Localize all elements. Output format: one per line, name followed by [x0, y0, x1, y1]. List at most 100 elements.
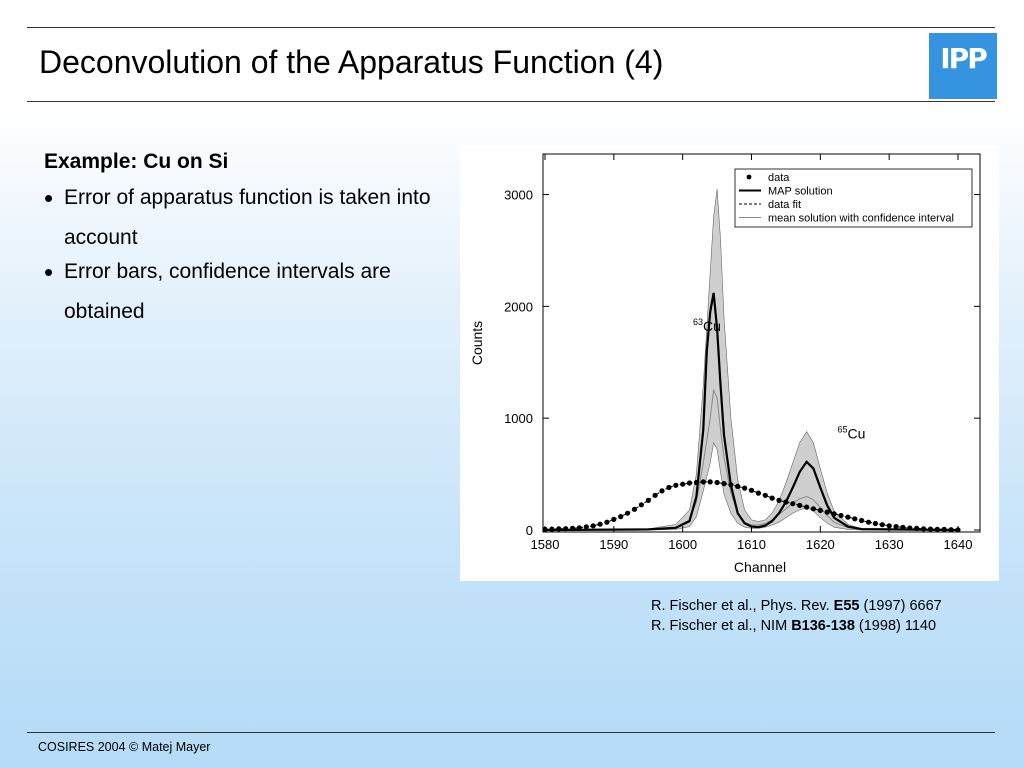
data-point	[728, 482, 734, 488]
data-point	[859, 517, 865, 524]
bullet-item: • Error of apparatus function is taken i…	[44, 178, 444, 258]
slide-title: Deconvolution of the Apparatus Function …	[39, 44, 664, 80]
bullet-dot-icon: •	[44, 257, 54, 287]
data-point	[927, 526, 934, 532]
data-point	[900, 524, 906, 530]
legend-entry: MAP solution	[768, 186, 833, 198]
data-point	[742, 485, 748, 491]
y-tick-label: 0	[526, 523, 533, 538]
data-point	[845, 514, 851, 520]
data-point	[659, 488, 665, 494]
data-point	[748, 487, 755, 493]
data-point	[583, 524, 589, 530]
data-point	[563, 526, 569, 532]
data-point	[686, 480, 693, 486]
data-point	[879, 522, 885, 528]
data-point	[625, 510, 631, 516]
data-point	[597, 521, 603, 527]
isotope-element: Cu	[703, 318, 721, 334]
isotope-element: Cu	[848, 425, 866, 441]
data-point	[776, 497, 782, 503]
legend-marker-data	[746, 174, 752, 180]
data-point	[693, 479, 699, 486]
data-point	[769, 495, 775, 501]
data-point	[673, 482, 679, 488]
map-solution-line	[544, 292, 959, 532]
data-point	[804, 504, 810, 510]
reference-1: R. Fischer et al., Phys. Rev. E55 (1997)…	[651, 598, 942, 614]
mean-solution-line	[544, 388, 959, 531]
line-layer	[544, 292, 959, 532]
tick-layer: 1580 1590 1600 1610 1620 1630 1640 0 1000 2000 300…	[504, 154, 980, 552]
reference-2: R. Fischer et al., NIM B136-138 (1998) 1…	[651, 618, 936, 634]
data-point	[714, 479, 720, 486]
data-point	[680, 481, 686, 487]
data-point	[797, 502, 803, 508]
isotope-label: 65Cu	[838, 424, 866, 441]
slide-body: Example: Cu on Si • Error of apparatus f…	[44, 150, 444, 332]
chart-panel: 1580 1590 1600 1610 1620 1630 1640 0 1000 2000 300…	[460, 145, 999, 581]
x-tick-label: 1630	[875, 537, 904, 552]
data-point	[755, 490, 761, 496]
legend-box	[734, 168, 973, 228]
data-point	[631, 506, 638, 512]
isotope-label: 63Cu	[693, 317, 721, 334]
data-point	[721, 481, 727, 487]
data-point	[941, 526, 947, 532]
data-point	[638, 502, 644, 508]
y-tick-label: 1000	[504, 411, 533, 426]
data-point	[872, 520, 878, 527]
data-point	[645, 497, 651, 503]
data-point	[735, 483, 741, 489]
legend-entry: data fit	[768, 199, 801, 211]
confidence-band-layer	[544, 188, 959, 531]
data-point	[934, 526, 940, 532]
data-point	[783, 499, 789, 505]
footer-rule	[27, 732, 995, 733]
bullet-text: Error bars, confidence intervals are obt…	[64, 260, 391, 323]
bullet-item: • Error bars, confidence intervals are o…	[44, 252, 444, 332]
confidence-band	[544, 188, 959, 531]
data-point	[549, 526, 555, 532]
data-point	[831, 511, 837, 517]
y-tick-label: 2000	[504, 299, 533, 314]
legend-entry: data	[768, 172, 790, 184]
section-heading: Example: Cu on Si	[44, 150, 229, 173]
data-point	[590, 523, 596, 529]
data-point	[604, 519, 610, 525]
data-point	[569, 525, 576, 531]
data-point	[907, 525, 913, 531]
spectrum-chart: 1580 1590 1600 1610 1620 1630 1640 0 1000 2000 300…	[469, 153, 981, 575]
isotope-mass: 63	[693, 317, 703, 327]
data-point	[810, 506, 816, 512]
reference-2-tail: (1998) 1140	[854, 618, 937, 634]
data-point	[700, 479, 706, 485]
x-tick-label: 1610	[737, 537, 766, 552]
data-point	[838, 512, 844, 519]
data-point	[817, 507, 823, 513]
x-tick-label: 1580	[531, 537, 560, 552]
isotope-mass: 65	[838, 424, 848, 434]
bullet-text: Error of apparatus function is taken int…	[64, 186, 431, 249]
title-top-rule	[27, 27, 995, 28]
reference-1-volume: E55	[833, 598, 860, 614]
y-axis-label: Counts	[469, 321, 485, 365]
data-point	[893, 524, 899, 530]
data-point	[707, 479, 713, 485]
reference-2-text: R. Fischer et al., NIM	[651, 618, 792, 634]
title-bottom-rule	[27, 101, 995, 102]
data-point	[948, 527, 954, 533]
data-point	[886, 523, 892, 529]
data-point	[790, 501, 796, 507]
data-point	[921, 526, 927, 532]
data-point-layer	[542, 479, 961, 533]
x-axis-label: Channel	[734, 559, 786, 575]
data-point	[618, 514, 624, 520]
legend-entry: mean solution with confidence interval	[768, 213, 954, 225]
reference-1-text: R. Fischer et al., Phys. Rev.	[651, 598, 834, 614]
bullet-dot-icon: •	[44, 183, 54, 213]
x-tick-label: 1640	[944, 537, 973, 552]
data-point	[762, 492, 768, 498]
